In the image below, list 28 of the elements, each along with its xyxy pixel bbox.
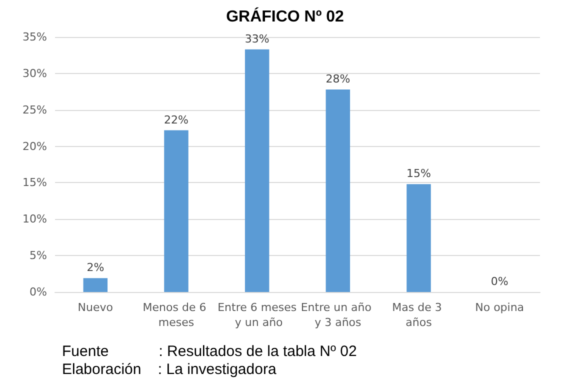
x-tick-label: Menos de 6 meses (142, 301, 210, 329)
text: Elaboración : La investigadora (62, 361, 277, 378)
x-tick-label: Mas de 3 años (392, 301, 446, 329)
data-label: 0% (490, 275, 508, 288)
x-tick-label: Nuevo (78, 301, 114, 314)
y-tick-label: 5% (30, 249, 47, 262)
y-tick-label: 10% (22, 212, 47, 226)
bar (244, 49, 270, 292)
x-tick-label: No opina (475, 301, 524, 314)
y-tick-label: 35% (22, 30, 47, 44)
data-label: 33% (244, 32, 270, 46)
y-tick-label: 20% (22, 140, 47, 153)
y-tick-label: 15% (22, 176, 47, 190)
chart-title: GRÁFICO Nº 02 (226, 6, 344, 26)
bar (83, 278, 108, 292)
source-note: Fuente : Resultados de la tabla Nº 02 (62, 343, 357, 360)
bar (164, 130, 188, 292)
data-label: 28% (326, 72, 350, 86)
bar (406, 184, 431, 292)
data-label: 22% (164, 113, 188, 126)
y-tick-label: 30% (22, 66, 47, 80)
bar (326, 89, 350, 292)
data-label: 2% (86, 261, 104, 274)
data-label: 15% (406, 167, 431, 180)
x-tick-label: Entre 6 meses y un año (218, 301, 297, 329)
x-tick-label: Entre un año y 3 años (300, 301, 376, 329)
y-tick-label: 25% (22, 103, 47, 116)
y-tick-label: 0% (30, 286, 47, 298)
